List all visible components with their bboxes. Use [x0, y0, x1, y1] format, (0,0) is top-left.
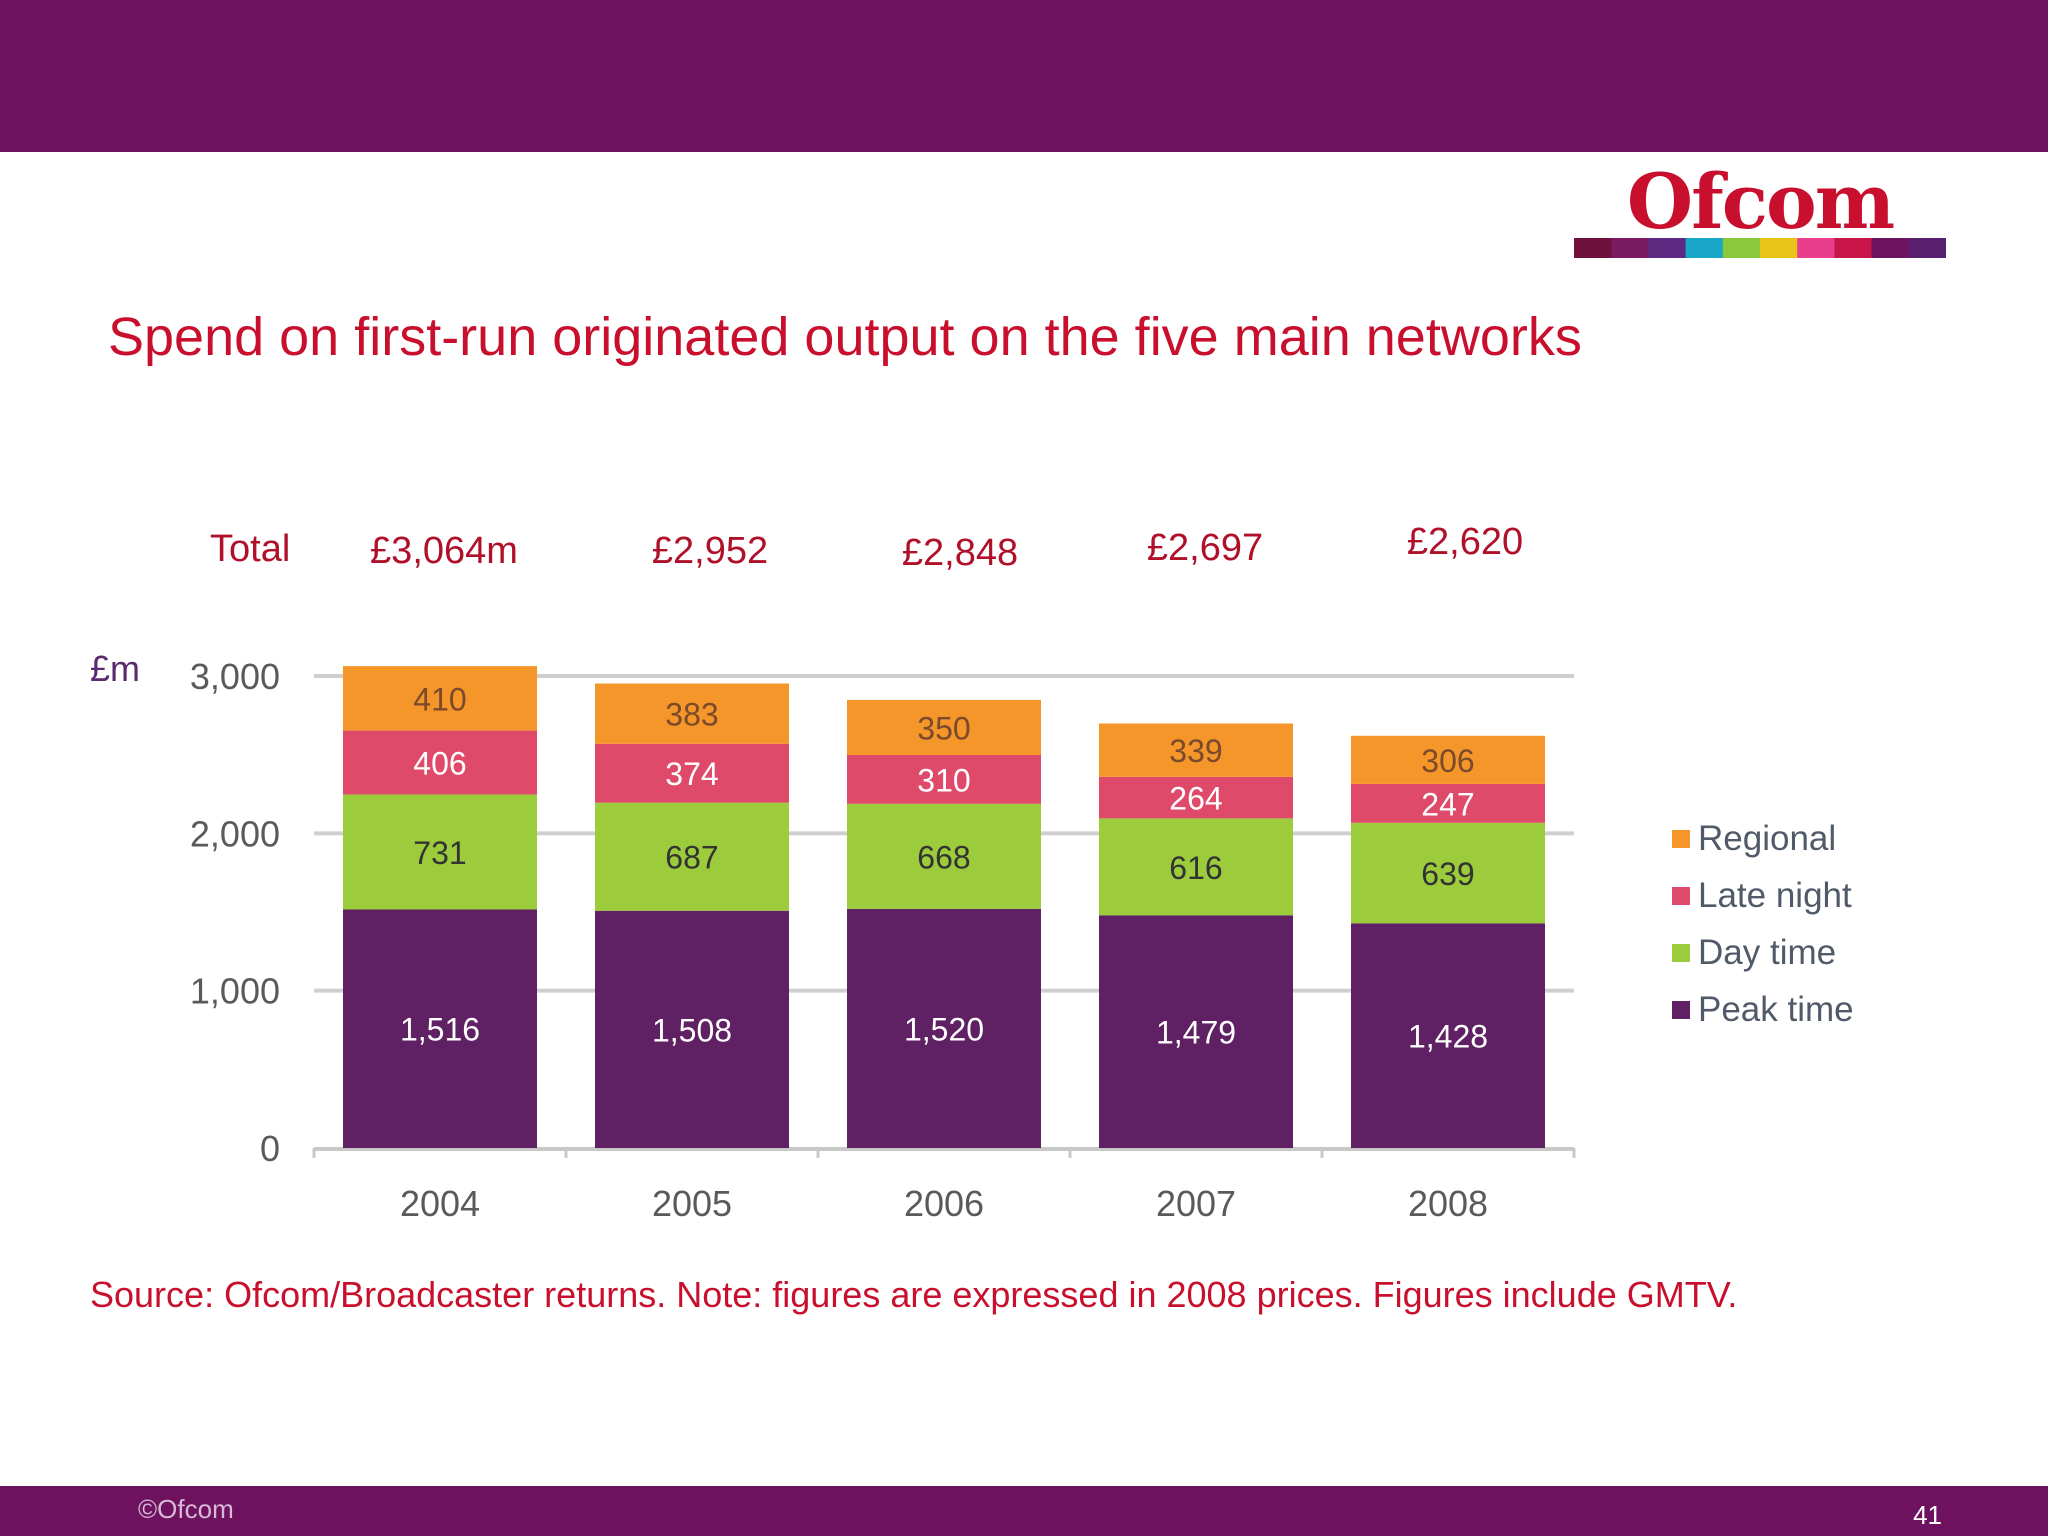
- data-label-regional: 339: [1169, 733, 1222, 769]
- bottom-banner: ©Ofcom 41: [0, 1486, 2048, 1536]
- x-tick-label: 2007: [1156, 1183, 1236, 1224]
- legend-item-regional: Regional: [1672, 810, 1854, 867]
- data-label-peak-time: 1,479: [1156, 1015, 1236, 1051]
- total-2006: £2,848: [901, 532, 1019, 574]
- legend-item-peak-time: Peak time: [1672, 981, 1854, 1038]
- total-2007: £2,697: [1146, 527, 1264, 569]
- legend-label: Peak time: [1698, 989, 1854, 1029]
- bar-segment-day-time: [1099, 818, 1293, 916]
- logo-stripe-segment: [1797, 238, 1835, 258]
- data-label-day-time: 668: [917, 839, 970, 875]
- y-tick-label: 1,000: [190, 971, 280, 1012]
- copyright-text: ©Ofcom: [138, 1494, 234, 1524]
- bar-segment-regional: [595, 683, 789, 744]
- bar-segment-regional: [1351, 735, 1545, 784]
- logo-stripe-segment: [1722, 238, 1761, 258]
- legend-item-day-time: Day time: [1672, 924, 1854, 981]
- data-label-late-night: 310: [917, 762, 970, 798]
- bar-segment-peak-time: [1099, 915, 1293, 1148]
- data-label-late-night: 264: [1169, 781, 1222, 817]
- bar-segment-late-night: [595, 743, 789, 803]
- legend-label: Day time: [1698, 932, 1837, 972]
- data-label-peak-time: 1,520: [904, 1011, 984, 1047]
- bar-segment-peak-time: [595, 910, 789, 1148]
- x-tick-label: 2005: [652, 1183, 732, 1224]
- legend-label: Late night: [1698, 875, 1852, 915]
- top-banner: [0, 0, 2048, 152]
- legend-item-late-night: Late night: [1672, 867, 1854, 924]
- ofcom-logo: Ofcom: [1572, 157, 1948, 260]
- data-label-peak-time: 1,508: [652, 1012, 732, 1048]
- legend-swatch: [1672, 1000, 1690, 1019]
- data-label-day-time: 639: [1421, 856, 1474, 892]
- chart-legend: Regional Late night Day time Peak time: [1672, 810, 1854, 1038]
- bar-segment-regional: [343, 666, 537, 731]
- bar-segment-regional: [1099, 723, 1293, 777]
- logo-stripe-segment: [1908, 238, 1946, 258]
- total-2004: £3,064m: [370, 530, 518, 572]
- bar-segment-day-time: [1351, 822, 1545, 924]
- data-label-day-time: 687: [665, 840, 718, 876]
- total-2005: £2,952: [651, 530, 769, 572]
- bar-segment-late-night: [343, 730, 537, 795]
- logo-stripe-segment: [1574, 238, 1612, 258]
- logo-stripe-segment: [1648, 238, 1687, 258]
- page-number: 41: [1913, 1500, 1942, 1530]
- data-label-peak-time: 1,428: [1408, 1019, 1488, 1055]
- legend-swatch: [1672, 943, 1690, 962]
- legend-swatch: [1672, 829, 1690, 848]
- logo-wordmark: Ofcom: [1626, 157, 1895, 246]
- bar-segment-day-time: [595, 802, 789, 911]
- data-label-regional: 350: [917, 710, 970, 746]
- data-label-regional: 306: [1421, 743, 1474, 779]
- data-label-late-night: 247: [1421, 786, 1474, 822]
- total-label: Total: [210, 528, 291, 570]
- y-tick-label: 2,000: [190, 813, 280, 854]
- logo-color-stripe: [1574, 238, 1946, 258]
- stacked-bar-chart: 0 1,000 2,000 3,000 1,516 731 406 410 2004 1,508 6…: [190, 656, 1576, 1224]
- source-note: Source: Ofcom/Broadcaster returns. Note:…: [90, 1274, 1738, 1315]
- legend-swatch: [1672, 886, 1690, 905]
- total-2008: £2,620: [1406, 521, 1524, 563]
- bar-segment-late-night: [847, 754, 1041, 804]
- logo-stripe-segment: [1685, 238, 1724, 258]
- data-label-late-night: 374: [665, 756, 718, 792]
- bar-segment-peak-time: [343, 909, 537, 1148]
- logo-stripe-segment: [1834, 238, 1873, 258]
- data-label-peak-time: 1,516: [400, 1012, 480, 1048]
- bar-segment-peak-time: [847, 908, 1041, 1148]
- data-label-day-time: 616: [1169, 850, 1222, 886]
- data-label-regional: 410: [413, 681, 466, 717]
- bar-segment-regional: [847, 699, 1041, 755]
- logo-stripe-segment: [1760, 238, 1798, 258]
- bar-segment-late-night: [1099, 776, 1293, 819]
- data-label-regional: 383: [665, 697, 718, 733]
- slide-title: Spend on first-run originated output on …: [108, 307, 1582, 367]
- y-tick-label: 3,000: [190, 656, 280, 697]
- data-label-day-time: 731: [413, 835, 466, 871]
- data-label-late-night: 406: [413, 746, 466, 782]
- bar-segment-day-time: [847, 803, 1041, 909]
- legend-label: Regional: [1698, 818, 1837, 858]
- x-tick-label: 2006: [904, 1183, 984, 1224]
- logo-stripe-segment: [1611, 238, 1649, 258]
- x-tick-label: 2008: [1408, 1183, 1488, 1224]
- bar-segment-late-night: [1351, 783, 1545, 823]
- y-tick-label: 0: [260, 1128, 280, 1169]
- y-unit-label: £m: [90, 648, 141, 689]
- bar-segment-day-time: [343, 794, 537, 910]
- logo-stripe-segment: [1871, 238, 1910, 258]
- x-tick-label: 2004: [400, 1183, 480, 1224]
- bar-segment-peak-time: [1351, 923, 1545, 1148]
